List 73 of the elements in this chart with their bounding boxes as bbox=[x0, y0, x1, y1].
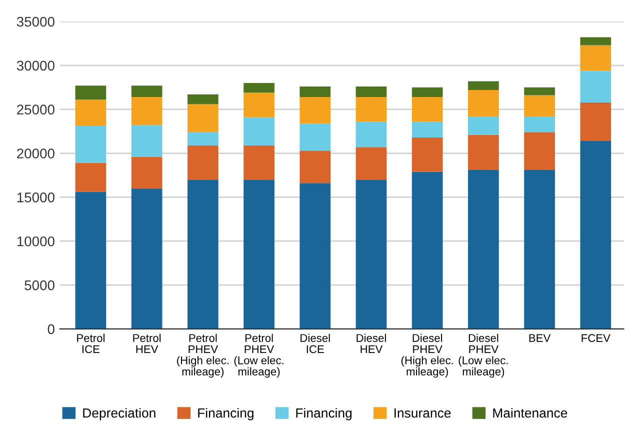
x-tick-label: Petrol PHEV (High elec. mileage) bbox=[177, 334, 228, 378]
x-tick-label: Petrol HEV bbox=[133, 334, 161, 354]
legend-label: Maintenance bbox=[493, 408, 568, 418]
legend-label: Financing bbox=[198, 408, 254, 420]
bar bbox=[131, 156, 162, 188]
bar bbox=[580, 102, 612, 141]
bar bbox=[356, 86, 387, 98]
bar bbox=[524, 87, 555, 96]
bar bbox=[300, 123, 331, 151]
bar bbox=[524, 116, 555, 132]
bar bbox=[412, 87, 443, 98]
bar bbox=[187, 132, 218, 146]
bar bbox=[75, 126, 106, 163]
x-tick-label: Petrol ICE bbox=[77, 334, 104, 354]
bar bbox=[300, 97, 331, 124]
bar bbox=[75, 192, 106, 329]
bar bbox=[580, 37, 612, 46]
x-tick-label: Diesel HEV bbox=[356, 334, 386, 354]
bar bbox=[356, 180, 387, 329]
bar bbox=[300, 150, 331, 184]
y-tick-label: 30000 bbox=[16, 60, 54, 71]
bar bbox=[300, 183, 331, 329]
bar bbox=[244, 92, 274, 118]
bar bbox=[244, 117, 274, 146]
bar bbox=[244, 180, 274, 329]
bar bbox=[524, 170, 555, 329]
bar bbox=[131, 97, 162, 126]
bar bbox=[131, 188, 162, 329]
legend-label: Financing bbox=[296, 408, 352, 420]
legend-label: Insurance bbox=[394, 408, 451, 418]
bar bbox=[75, 162, 106, 192]
y-tick-label: 15000 bbox=[17, 192, 54, 202]
bar bbox=[187, 180, 218, 329]
bar bbox=[356, 97, 387, 122]
bar bbox=[412, 137, 443, 172]
bar bbox=[412, 172, 443, 329]
y-tick-label: 35000 bbox=[16, 16, 54, 27]
x-tick-label: Diesel PHEV (High elec. mileage) bbox=[401, 334, 453, 378]
y-tick-label: 10000 bbox=[17, 236, 54, 246]
bar bbox=[412, 97, 443, 122]
x-tick-label: Diesel ICE bbox=[300, 334, 330, 354]
bar bbox=[131, 125, 162, 157]
bar bbox=[187, 104, 218, 132]
bar bbox=[580, 45, 612, 71]
bar bbox=[468, 81, 499, 90]
bar bbox=[187, 94, 218, 104]
bar bbox=[580, 140, 612, 329]
y-tick-label: 20000 bbox=[17, 148, 54, 158]
bar bbox=[524, 95, 555, 116]
x-tick-label: Diesel PHEV (Low elec. mileage) bbox=[458, 334, 508, 378]
bar bbox=[412, 122, 443, 138]
y-tick-label: 5000 bbox=[24, 280, 54, 290]
bar bbox=[356, 147, 387, 180]
bar bbox=[468, 90, 499, 116]
bar bbox=[244, 82, 274, 93]
x-tick-label: FCEV bbox=[582, 334, 610, 342]
bar bbox=[580, 70, 612, 102]
bar bbox=[468, 134, 499, 170]
bar bbox=[75, 100, 106, 126]
bar bbox=[244, 145, 274, 180]
legend-label: Depreciation bbox=[83, 408, 156, 420]
bar bbox=[468, 116, 499, 135]
bar bbox=[524, 132, 555, 170]
x-tick-label: Petrol PHEV (Low elec. mileage) bbox=[234, 334, 284, 378]
y-tick-label: 25000 bbox=[17, 104, 54, 115]
bar bbox=[187, 145, 218, 180]
bar bbox=[131, 86, 162, 98]
bar bbox=[356, 122, 387, 148]
y-tick-label: 0 bbox=[48, 324, 54, 334]
bar bbox=[300, 86, 331, 98]
bar bbox=[75, 86, 106, 100]
bar bbox=[468, 170, 499, 329]
x-tick-label: BEV bbox=[529, 334, 551, 342]
